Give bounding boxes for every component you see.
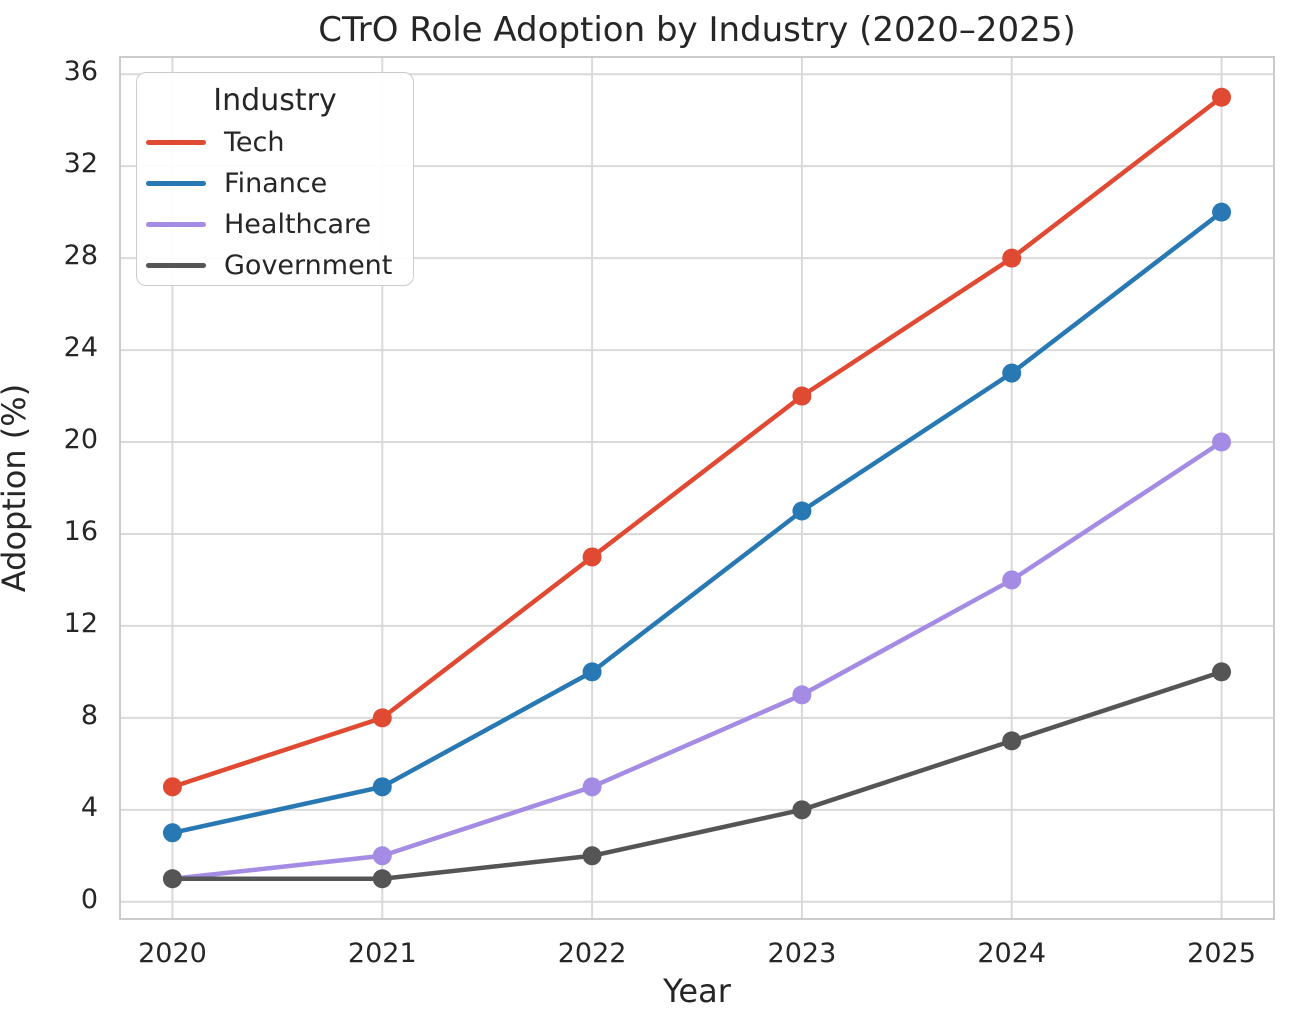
series-line-government bbox=[170, 669, 1224, 882]
legend-item-tech: Tech bbox=[137, 122, 413, 163]
legend: Industry Tech Finance Healthcare Government bbox=[136, 72, 414, 286]
marker-tech-2024 bbox=[1002, 248, 1022, 268]
marker-healthcare-2025 bbox=[1212, 432, 1232, 452]
legend-item-label: Healthcare bbox=[224, 209, 372, 240]
legend-swatch-government bbox=[146, 263, 206, 268]
x-tick-label-2020: 2020 bbox=[138, 938, 207, 969]
marker-tech-2020 bbox=[162, 777, 182, 797]
marker-healthcare-2021 bbox=[372, 846, 392, 866]
marker-healthcare-2023 bbox=[792, 685, 812, 705]
marker-government-2024 bbox=[1002, 731, 1022, 751]
marker-government-2022 bbox=[582, 846, 602, 866]
y-tick-label-36: 36 bbox=[63, 56, 98, 88]
legend-item-label: Finance bbox=[224, 168, 328, 199]
marker-finance-2023 bbox=[792, 501, 812, 521]
legend-item-government: Government bbox=[137, 245, 413, 286]
y-tick-label-28: 28 bbox=[63, 240, 98, 272]
legend-items: Tech Finance Healthcare Government bbox=[137, 122, 413, 286]
y-tick-label-4: 4 bbox=[80, 791, 98, 823]
y-tick-label-0: 0 bbox=[80, 883, 98, 915]
x-axis-label: Year bbox=[663, 972, 731, 1010]
marker-tech-2025 bbox=[1212, 87, 1232, 107]
marker-finance-2021 bbox=[372, 777, 392, 797]
y-tick-label-32: 32 bbox=[63, 148, 98, 180]
legend-item-label: Tech bbox=[224, 127, 285, 158]
x-tick-label-2025: 2025 bbox=[1187, 938, 1256, 969]
y-tick-label-20: 20 bbox=[63, 424, 98, 456]
y-axis-label-text: Adoption (%) bbox=[0, 383, 33, 593]
marker-finance-2024 bbox=[1002, 363, 1022, 383]
marker-tech-2021 bbox=[372, 708, 392, 728]
series-layer bbox=[162, 87, 1232, 889]
plot-border bbox=[119, 56, 1275, 920]
y-tick-label-12: 12 bbox=[63, 607, 98, 639]
axes-spines bbox=[119, 56, 1275, 920]
marker-finance-2020 bbox=[162, 823, 182, 843]
series-line-healthcare bbox=[170, 439, 1224, 882]
y-tick-label-8: 8 bbox=[80, 699, 98, 731]
x-tick-label-2024: 2024 bbox=[977, 938, 1047, 969]
marker-tech-2023 bbox=[792, 386, 812, 406]
marker-government-2021 bbox=[372, 869, 392, 889]
legend-swatch-finance bbox=[146, 181, 206, 186]
marker-finance-2022 bbox=[582, 662, 602, 682]
legend-swatch-tech bbox=[146, 140, 206, 145]
legend-title: Industry bbox=[213, 83, 337, 118]
legend-item-healthcare: Healthcare bbox=[137, 204, 413, 245]
marker-healthcare-2024 bbox=[1002, 570, 1022, 590]
legend-item-finance: Finance bbox=[137, 163, 413, 204]
series-line-finance bbox=[170, 209, 1224, 836]
marker-government-2025 bbox=[1212, 662, 1232, 682]
x-tick-label-2021: 2021 bbox=[347, 938, 417, 969]
marker-tech-2022 bbox=[582, 547, 602, 567]
marker-healthcare-2022 bbox=[582, 777, 602, 797]
y-tick-label-16: 16 bbox=[63, 515, 98, 547]
marker-finance-2025 bbox=[1212, 202, 1232, 222]
x-tick-label-2022: 2022 bbox=[557, 938, 627, 969]
marker-government-2023 bbox=[792, 800, 812, 820]
legend-item-label: Government bbox=[224, 250, 393, 281]
legend-swatch-healthcare bbox=[146, 222, 206, 227]
y-tick-label-24: 24 bbox=[63, 332, 98, 364]
chart-title: CTrO Role Adoption by Industry (2020–202… bbox=[318, 10, 1076, 50]
series-line-tech bbox=[170, 94, 1224, 790]
marker-government-2020 bbox=[162, 869, 182, 889]
x-tick-label-2023: 2023 bbox=[767, 938, 837, 969]
